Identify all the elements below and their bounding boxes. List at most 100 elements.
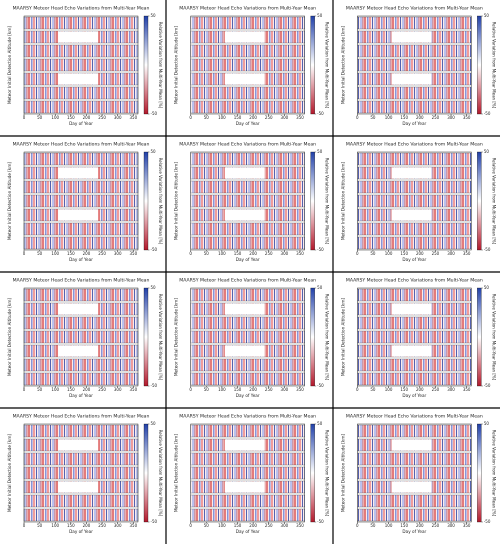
panel: MAARSY Meteor Head Echo Variations from … bbox=[7, 142, 163, 263]
x-tick-label: 250 bbox=[432, 523, 440, 528]
heatmap-strip bbox=[190, 358, 305, 372]
x-tick-label: 350 bbox=[296, 251, 304, 256]
x-tick-label: 300 bbox=[447, 523, 455, 528]
data-gap bbox=[391, 31, 432, 43]
x-tick-label: 250 bbox=[98, 251, 106, 256]
plot-frame bbox=[23, 151, 139, 251]
colorbar-tick-label: -50 bbox=[151, 383, 158, 388]
x-tick-label: 0 bbox=[356, 523, 359, 528]
data-gap bbox=[58, 209, 99, 221]
x-tick-label: 100 bbox=[218, 115, 226, 120]
x-tick-label: 150 bbox=[234, 387, 242, 392]
y-axis-label: Meteor Initial Detection Altitude [km] bbox=[174, 162, 179, 240]
x-tick-label: 50 bbox=[370, 251, 376, 256]
x-tick-label: 150 bbox=[234, 523, 242, 528]
heatmap-strip bbox=[357, 152, 472, 166]
x-axis-label: Day of Year bbox=[402, 121, 426, 126]
panel-title: MAARSY Meteor Head Echo Variations from … bbox=[13, 6, 150, 12]
data-gap bbox=[391, 167, 432, 179]
colorbar bbox=[143, 287, 149, 387]
x-tick-label: 50 bbox=[370, 523, 376, 528]
colorbar-tick-label: -50 bbox=[484, 519, 491, 524]
panel-title: MAARSY Meteor Head Echo Variations from … bbox=[179, 278, 316, 284]
colorbar bbox=[310, 151, 315, 251]
heatmap-strip bbox=[23, 152, 139, 166]
x-tick-label: 150 bbox=[400, 387, 408, 392]
x-tick-label: 0 bbox=[23, 523, 26, 528]
x-axis-label: Day of Year bbox=[69, 121, 93, 126]
x-tick-label: 150 bbox=[67, 115, 75, 120]
x-tick-label: 50 bbox=[37, 251, 43, 256]
x-tick-label: 250 bbox=[98, 115, 106, 120]
x-tick-label: 0 bbox=[189, 523, 192, 528]
x-tick-label: 300 bbox=[447, 115, 455, 120]
data-gap bbox=[224, 31, 265, 43]
data-gap bbox=[224, 209, 265, 221]
x-tick-label: 200 bbox=[83, 251, 91, 256]
data-gap bbox=[58, 439, 99, 451]
plot-frame bbox=[190, 15, 305, 115]
x-tick-label: 350 bbox=[463, 115, 471, 120]
x-tick-label: 350 bbox=[129, 387, 137, 392]
heatmap-strip bbox=[190, 16, 305, 30]
x-tick-label: 50 bbox=[204, 115, 210, 120]
x-tick-label: 100 bbox=[51, 387, 59, 392]
x-tick-label: 350 bbox=[129, 523, 137, 528]
x-axis-label: Day of Year bbox=[69, 529, 93, 534]
heatmap-strip bbox=[23, 494, 139, 508]
x-tick-label: 100 bbox=[51, 115, 59, 120]
x-tick-label: 0 bbox=[23, 115, 26, 120]
colorbar-tick-label: 50 bbox=[484, 149, 490, 154]
data-gap bbox=[224, 167, 265, 179]
panel: MAARSY Meteor Head Echo Variations from … bbox=[340, 6, 496, 127]
colorbar-tick-label: 50 bbox=[151, 421, 157, 426]
data-gap bbox=[58, 167, 99, 179]
heatmap-strip bbox=[23, 466, 139, 480]
colorbar-tick-label: -50 bbox=[317, 247, 324, 252]
colorbar-label: Relative Variation from Multi-Year Mean … bbox=[491, 158, 496, 245]
heatmap-strip bbox=[23, 236, 139, 250]
colorbar-tick-label: -50 bbox=[317, 519, 324, 524]
x-tick-label: 100 bbox=[218, 523, 226, 528]
colorbar-tick-label: 50 bbox=[151, 285, 157, 290]
x-tick-label: 350 bbox=[296, 523, 304, 528]
heatmap-strip bbox=[23, 222, 139, 236]
plot-frame bbox=[190, 151, 305, 251]
data-gap bbox=[391, 303, 432, 315]
x-tick-label: 150 bbox=[400, 115, 408, 120]
data-gap bbox=[58, 31, 99, 43]
x-tick-label: 350 bbox=[463, 387, 471, 392]
x-tick-label: 350 bbox=[463, 523, 471, 528]
x-tick-label: 200 bbox=[83, 115, 91, 120]
x-tick-label: 100 bbox=[385, 251, 393, 256]
y-axis-label: Meteor Initial Detection Altitude [km] bbox=[174, 298, 179, 376]
x-tick-label: 200 bbox=[249, 115, 257, 120]
heatmap-strip bbox=[357, 180, 472, 194]
colorbar bbox=[143, 423, 149, 523]
colorbar-label: Relative Variation from Multi-Year Mean … bbox=[325, 158, 330, 245]
heatmap-strip bbox=[190, 372, 305, 386]
heatmap-strip bbox=[357, 372, 472, 386]
heatmap-strip bbox=[357, 358, 472, 372]
x-tick-label: 0 bbox=[23, 387, 26, 392]
panel-title: MAARSY Meteor Head Echo Variations from … bbox=[179, 6, 316, 12]
x-tick-label: 250 bbox=[98, 523, 106, 528]
colorbar-tick-label: -50 bbox=[151, 519, 158, 524]
panel: MAARSY Meteor Head Echo Variations from … bbox=[340, 414, 496, 535]
x-tick-label: 150 bbox=[400, 251, 408, 256]
heatmap-strip bbox=[357, 86, 472, 100]
x-axis-label: Day of Year bbox=[236, 393, 260, 398]
data-gap bbox=[224, 439, 265, 451]
heatmap-strip bbox=[190, 316, 305, 330]
data-gap bbox=[391, 209, 432, 221]
x-tick-label: 350 bbox=[129, 251, 137, 256]
x-tick-label: 250 bbox=[265, 387, 273, 392]
colorbar-tick-label: 50 bbox=[317, 149, 323, 154]
heatmap-strip bbox=[357, 236, 472, 250]
colorbar-tick-label: 50 bbox=[317, 13, 323, 18]
colorbar bbox=[310, 15, 315, 115]
x-tick-label: 0 bbox=[356, 387, 359, 392]
x-tick-label: 300 bbox=[281, 251, 289, 256]
colorbar-tick-label: 50 bbox=[317, 421, 323, 426]
panel-title: MAARSY Meteor Head Echo Variations from … bbox=[13, 278, 150, 284]
